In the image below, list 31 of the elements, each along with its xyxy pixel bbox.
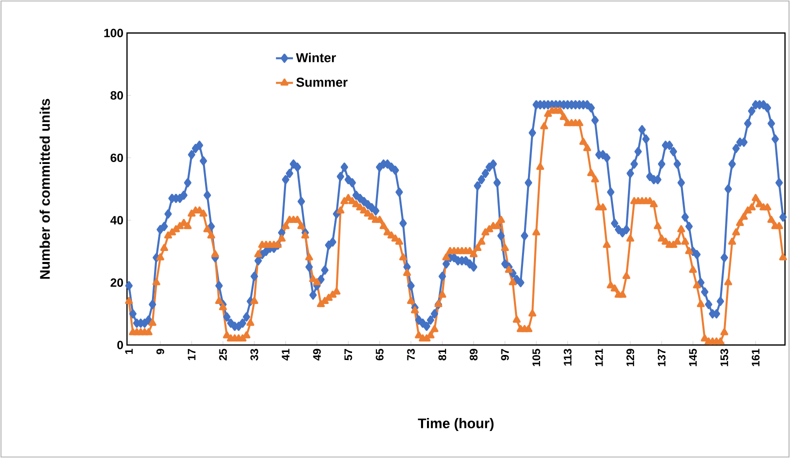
y-axis-title: Number of committed units [40, 98, 50, 279]
y-tick-label: 100 [104, 28, 123, 38]
y-tick-label: 20 [110, 278, 123, 287]
x-tick-label: 1 [125, 348, 133, 354]
y-tick-label: 60 [110, 154, 123, 162]
x-axis-title: Time (hour) [418, 418, 494, 432]
x-tick-label: 25 [219, 348, 227, 360]
x-tick-label: 33 [250, 348, 258, 360]
y-tick-label: 0 [117, 340, 123, 350]
x-tick-label: 121 [595, 348, 603, 366]
x-tick-label: 145 [689, 348, 697, 366]
x-tick-label: 49 [313, 348, 321, 361]
x-tick-label: 89 [470, 348, 478, 360]
x-tick-label: 57 [344, 349, 352, 360]
x-tick-label: 17 [188, 349, 196, 360]
x-tick-label: 73 [407, 348, 415, 360]
x-tick-label: 113 [564, 348, 572, 366]
y-tick-label: 40 [110, 216, 123, 224]
x-tick-label: 137 [658, 349, 666, 366]
x-tick-label: 161 [752, 348, 760, 366]
x-tick-label: 97 [501, 349, 509, 360]
x-tick-label: 105 [532, 348, 540, 366]
x-tick-label: 129 [626, 348, 634, 366]
x-tick-label: 153 [720, 348, 728, 366]
x-tick-label: 81 [438, 348, 446, 360]
x-tick-label: 65 [376, 348, 384, 360]
x-tick-label: 9 [156, 348, 164, 354]
legend-label: Winter [296, 52, 336, 62]
y-tick-label: 80 [110, 91, 123, 100]
x-tick-label: 41 [282, 348, 290, 361]
legend-label: Summer [296, 78, 348, 87]
